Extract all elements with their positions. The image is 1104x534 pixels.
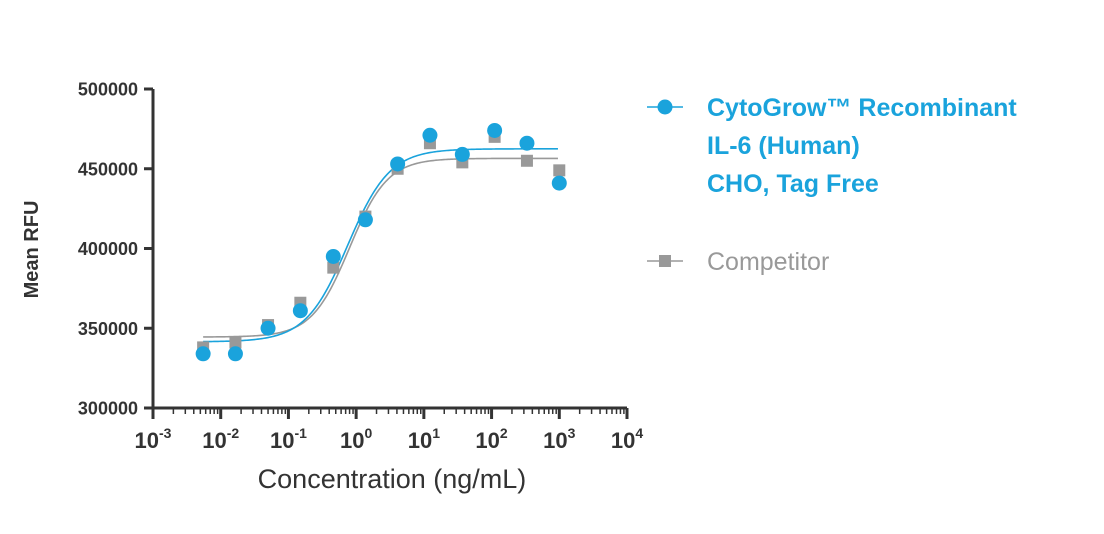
data-point-square [553,164,566,177]
fit-curve [203,148,558,343]
x-tick-label: 10-3 [135,425,172,453]
x-tick-label: 10-2 [202,425,239,453]
y-tick-label: 500000 [78,80,138,100]
data-point-square [229,336,242,349]
data-point-circle [357,212,373,228]
legend: CytoGrow™ Recombinant IL-6 (Human) CHO, Ta… [647,94,1017,276]
x-axis-title: Concentration (ng/mL) [258,464,527,494]
fit-curves [203,148,558,343]
x-ticks: 10-3 10-2 10-1 100 101 102 103 104 [135,408,643,453]
data-point-circle [390,156,406,172]
legend-label: Competitor [707,248,829,276]
y-tick-label: 300000 [78,399,138,419]
y-tick-label: 400000 [78,239,138,259]
data-point-circle [487,122,503,138]
y-tick-label: 350000 [78,319,138,339]
data-points [195,122,567,362]
legend-marker-circle [657,99,673,115]
data-point-circle [519,135,535,151]
x-tick-label: 10-1 [270,425,307,453]
x-tick-label: 102 [475,425,507,453]
data-point-circle [325,248,341,264]
x-tick-label: 101 [408,425,440,453]
data-point-circle [551,175,567,191]
data-point-circle [292,303,308,319]
axes [151,89,627,410]
x-tick-label: 100 [340,425,372,453]
data-point-circle [227,346,243,362]
x-tick-label: 103 [543,425,575,453]
legend-marker-square [659,255,671,267]
fit-curve [203,157,558,338]
y-axis-title: Mean RFU [21,201,43,299]
legend-label: CytoGrow™ Recombinant [707,94,1017,122]
data-point-circle [454,146,470,162]
x-tick-label: 104 [611,425,643,453]
legend-label: CHO, Tag Free [707,170,879,198]
data-point-circle [422,127,438,143]
y-ticks: 300000 350000 400000 450000 500000 [78,80,153,419]
y-tick-label: 450000 [78,159,138,179]
legend-label: IL-6 (Human) [707,132,860,160]
data-point-circle [195,346,211,362]
data-point-circle [260,320,276,336]
data-point-square [520,154,533,167]
data-point-square [327,261,340,274]
